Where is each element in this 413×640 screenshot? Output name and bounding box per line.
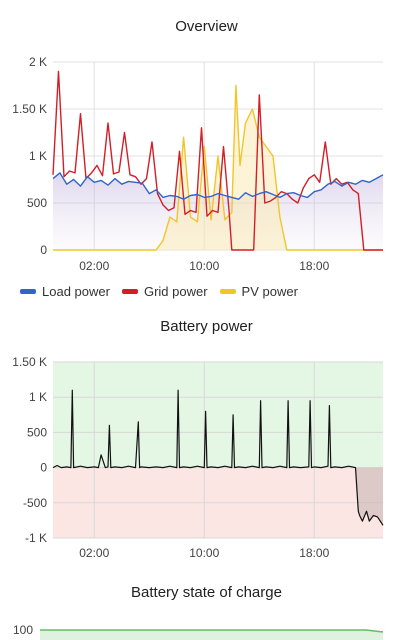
overview-x-tick-label: 02:00 — [79, 259, 109, 273]
pv-power-line — [53, 84, 383, 251]
battery-power-title: Battery power — [160, 318, 253, 335]
legend-item-pv-power[interactable]: PV power — [219, 284, 298, 299]
grid-power-swatch — [121, 289, 138, 294]
battery-discharge-area — [355, 467, 383, 526]
battery-x-tick-label: 18:00 — [299, 546, 329, 560]
legend-item-grid-power[interactable]: Grid power — [121, 284, 208, 299]
positive-region-background — [53, 362, 383, 468]
battery-power-chart: -1 K -500 0 500 1 K 1.50 K 02:00 10:00 18:00 — [12, 355, 384, 560]
overview-x-tick-label: 18:00 — [299, 259, 329, 273]
battery-soc-title: Battery state of charge — [131, 584, 282, 601]
legend-label-grid-power: Grid power — [143, 284, 208, 299]
overview-chart: 0 500 1 K 1.50 K 2 K 02:00 10:00 18:00 — [12, 55, 384, 273]
battery-y-tick-label: 0 — [40, 461, 47, 475]
overview-y-tick-label: 1 K — [29, 149, 47, 163]
battery-y-tick-label: -1 K — [25, 531, 47, 545]
battery-soc-chart: 100 — [13, 623, 384, 640]
legend-item-load-power[interactable]: Load power — [20, 284, 110, 299]
pv-power-area — [53, 85, 383, 250]
battery-y-tick-label: -500 — [23, 496, 47, 510]
battery-y-tick-label: 500 — [27, 425, 47, 439]
overview-y-tick-label: 2 K — [29, 55, 47, 69]
overview-legend: Load power Grid power PV power — [20, 284, 298, 299]
overview-title: Overview — [175, 18, 238, 35]
soc-area — [40, 630, 383, 640]
battery-x-tick-label: 10:00 — [189, 546, 219, 560]
pv-power-swatch — [219, 289, 236, 294]
legend-label-pv-power: PV power — [241, 284, 298, 299]
soc-line — [40, 629, 384, 633]
overview-x-tick-label: 10:00 — [189, 259, 219, 273]
battery-y-tick-label: 1.50 K — [12, 355, 47, 369]
overview-y-tick-label: 1.50 K — [12, 102, 47, 116]
load-power-swatch — [20, 289, 36, 294]
overview-y-tick-label: 0 — [40, 243, 47, 257]
battery-power-line — [52, 389, 384, 526]
load-power-line — [52, 172, 384, 200]
legend-label-load-power: Load power — [42, 284, 110, 299]
overview-y-tick-label: 500 — [27, 196, 47, 210]
battery-x-tick-label: 02:00 — [79, 546, 109, 560]
soc-y-tick-label: 100 — [13, 623, 33, 637]
grid-power-line — [52, 70, 383, 251]
battery-y-tick-label: 1 K — [29, 390, 47, 404]
